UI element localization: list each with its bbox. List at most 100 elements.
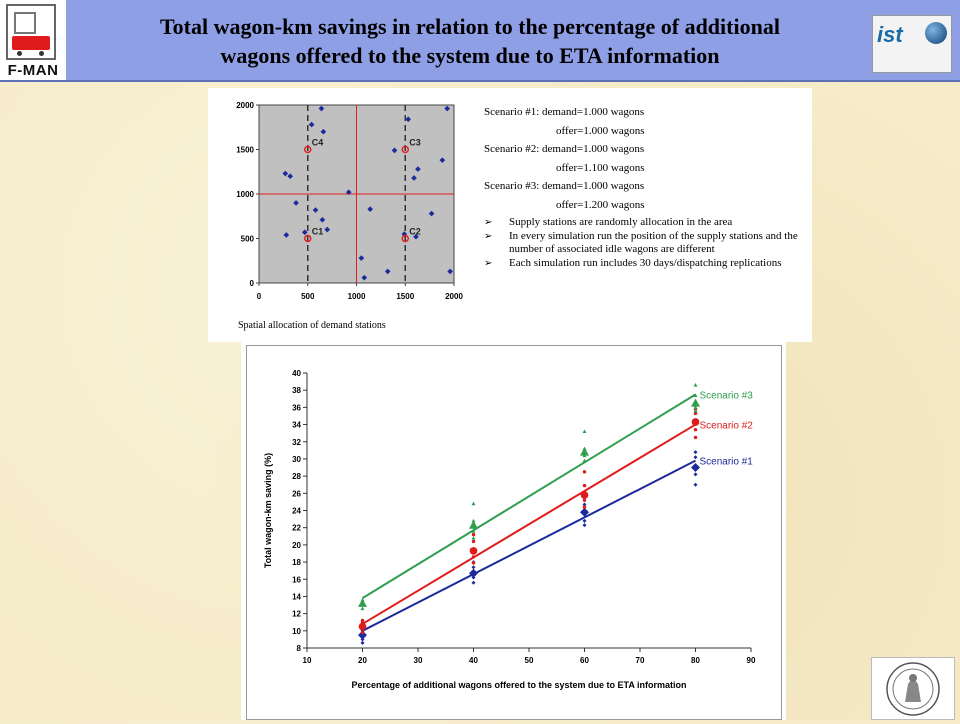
x-tick-label: 70 [636, 656, 645, 665]
run-point [693, 435, 698, 440]
y-tick-label: 24 [292, 507, 301, 516]
bullet-text: In every simulation run the position of … [509, 229, 798, 256]
mean-point [580, 507, 589, 517]
run-point [471, 561, 476, 565]
center-label: C1 [312, 227, 324, 237]
spatial-caption: Spatial allocation of demand stations [238, 320, 386, 331]
bullet-list: ➢ Supply stations are randomly allocatio… [484, 216, 804, 270]
y-tick-label: 12 [292, 610, 301, 619]
mean-point [469, 547, 478, 555]
bullet-text: Each simulation run includes 30 days/dis… [509, 256, 782, 269]
run-point [693, 450, 698, 455]
x-axis-label: Percentage of additional wagons offered … [351, 680, 686, 690]
run-point [693, 393, 698, 397]
mean-point [358, 630, 367, 640]
y-tick-label: 20 [292, 541, 301, 550]
title-line-1: Total wagon-km savings in relation to th… [160, 14, 780, 39]
mean-point [469, 568, 478, 578]
y-tick-label: 38 [292, 386, 301, 395]
station-point [324, 226, 331, 233]
spatial-allocation-chart: 0 500 1000 1500 2000 0 500 1000 1500 2000 C1 C2 C3 C4 [229, 95, 473, 301]
y-tick-label: 0 [250, 279, 255, 288]
run-point [360, 606, 365, 611]
run-point [471, 529, 476, 533]
station-point [367, 206, 373, 212]
x-tick-label: 90 [747, 656, 756, 665]
savings-chart: 10 20 30 40 50 60 70 80 90 8 10 12 14 16 18 20 22 24 26 28 3… [246, 345, 782, 720]
run-point [471, 539, 476, 544]
x-tick-label: 2000 [445, 292, 463, 300]
y-tick-label: 2000 [236, 101, 254, 110]
y-tick-label: 22 [292, 524, 301, 533]
y-tick-label: 1000 [236, 190, 254, 199]
run-point [471, 536, 476, 540]
fman-logo: F-MAN [0, 0, 67, 80]
scenario-list: Scenario #1: demand=1.000 wagons offer=1… [484, 103, 644, 214]
station-point [319, 216, 326, 223]
mean-point [691, 398, 700, 407]
trend-line-3 [361, 393, 697, 600]
trend-line-1 [362, 459, 696, 632]
bullet-item: ➢ Each simulation run includes 30 days/d… [484, 257, 804, 271]
run-point [693, 472, 698, 477]
station-point [439, 157, 446, 164]
center-marker [401, 234, 409, 243]
x-tick-label: 80 [691, 656, 700, 665]
run-point [693, 428, 698, 432]
y-tick-label: 32 [292, 438, 301, 447]
run-point [471, 532, 476, 537]
x-tick-label: 20 [358, 656, 367, 665]
savings-chart-panel: 10 20 30 40 50 60 70 80 90 8 10 12 14 16 18 20 22 24 26 28 3… [241, 342, 786, 720]
scenario-3-demand: Scenario #3: demand=1.000 wagons [484, 180, 645, 192]
logo-left-text: F-MAN [7, 62, 59, 79]
scenario-panel: 0 500 1000 1500 2000 0 500 1000 1500 2000 C1 C2 C3 C4… [208, 88, 812, 342]
x-tick-label: 1000 [348, 292, 366, 300]
globe-icon [925, 22, 947, 44]
y-tick-label: 500 [241, 235, 255, 244]
station-point [345, 189, 352, 196]
arrow-bullet-icon: ➢ [484, 217, 493, 228]
bullet-text: Supply stations are randomly allocation … [509, 216, 733, 228]
ist-logo: ist [872, 15, 952, 73]
run-point [582, 429, 587, 434]
x-tick-label: 1500 [396, 292, 414, 300]
run-point [582, 523, 587, 528]
mean-point [358, 598, 367, 607]
station-point [384, 268, 391, 275]
y-tick-label: 14 [292, 592, 301, 601]
savings-chart-svg: 10 20 30 40 50 60 70 80 908101214161820222426283… [263, 369, 756, 690]
mean-point [691, 463, 700, 473]
y-tick-label: 28 [292, 472, 301, 481]
x-tick-label: 10 [303, 656, 312, 665]
y-tick-label: 18 [292, 558, 301, 567]
center-label: C4 [312, 138, 324, 148]
center-marker [304, 234, 312, 243]
series-label: Scenario #2 [700, 421, 754, 432]
station-point [415, 166, 421, 172]
series-label: Scenario #3 [700, 390, 754, 401]
wagon-icon [6, 4, 56, 60]
run-point [693, 383, 698, 387]
station-point [447, 268, 453, 275]
scenario-1-offer: offer=1.000 wagons [556, 124, 645, 137]
trend-line-2 [361, 423, 697, 625]
run-point [582, 470, 587, 474]
center-marker [401, 145, 409, 154]
mean-point [691, 418, 700, 426]
run-point [471, 501, 476, 506]
scenario-2-demand: Scenario #2: demand=1.000 wagons [484, 143, 645, 155]
x-tick-label: 60 [580, 656, 589, 665]
x-tick-label: 500 [301, 292, 315, 300]
run-point [360, 630, 365, 635]
x-tick-label: 30 [414, 656, 423, 665]
scenario-3-offer: offer=1.200 wagons [556, 198, 645, 211]
y-tick-label: 10 [292, 627, 301, 636]
y-tick-label: 8 [297, 644, 302, 653]
spatial-allocation-svg: 0 500 1000 1500 2000 0 500 1000 1500 2000 C1 C2 C3 C4 [236, 101, 463, 301]
y-tick-label: 40 [292, 369, 301, 378]
mean-point [580, 491, 589, 499]
seal-icon [886, 662, 940, 716]
center-label: C2 [409, 227, 421, 237]
university-seal-logo [871, 657, 955, 720]
y-tick-label: 1500 [236, 146, 254, 155]
